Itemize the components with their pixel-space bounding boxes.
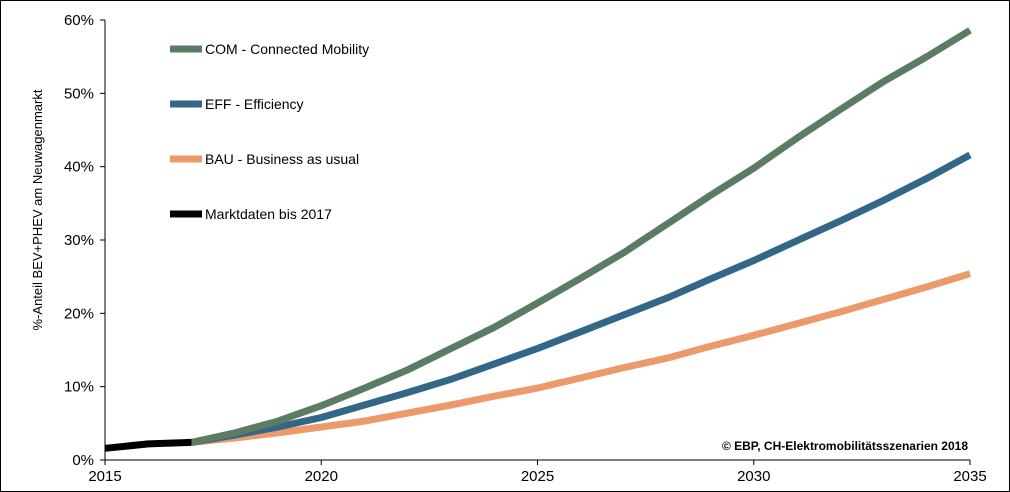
y-axis-label: %-Anteil BEV+PHEV am Neuwagenmarkt bbox=[30, 89, 45, 330]
legend-label: BAU - Business as usual bbox=[205, 151, 359, 167]
y-tick-label: 10% bbox=[64, 379, 94, 396]
legend-label: Marktdaten bis 2017 bbox=[205, 206, 332, 222]
series-lines bbox=[104, 27, 972, 452]
y-tick-label: 40% bbox=[64, 159, 94, 176]
y-tick-label: 30% bbox=[64, 232, 94, 249]
series-line bbox=[104, 438, 192, 452]
y-tick-label: 50% bbox=[64, 85, 94, 102]
series-line bbox=[191, 270, 972, 446]
series-line bbox=[190, 151, 972, 446]
axes bbox=[104, 20, 970, 461]
legend-label: COM - Connected Mobility bbox=[205, 41, 369, 57]
x-tick-label: 2020 bbox=[305, 468, 338, 485]
x-tick-label: 2030 bbox=[737, 468, 770, 485]
legend-label: EFF - Efficiency bbox=[205, 96, 304, 112]
y-tick-label: 0% bbox=[72, 452, 94, 469]
x-tick-label: 2025 bbox=[521, 468, 554, 485]
x-ticks: 2015 2020 2025 2030 2035 bbox=[88, 460, 987, 485]
y-tick-label: 20% bbox=[64, 305, 94, 322]
y-ticks: 0% 10% 20% 30% 40% 50% 60% bbox=[64, 12, 105, 469]
y-tick-label: 60% bbox=[64, 12, 94, 29]
x-tick-label: 2015 bbox=[88, 468, 121, 485]
x-tick-label: 2035 bbox=[953, 468, 986, 485]
series-line bbox=[190, 27, 972, 446]
credit-note: © EBP, CH-Elektromobilitätsszenarien 201… bbox=[722, 439, 968, 453]
legend: COM - Connected Mobility EFF - Efficiency… bbox=[170, 41, 369, 222]
